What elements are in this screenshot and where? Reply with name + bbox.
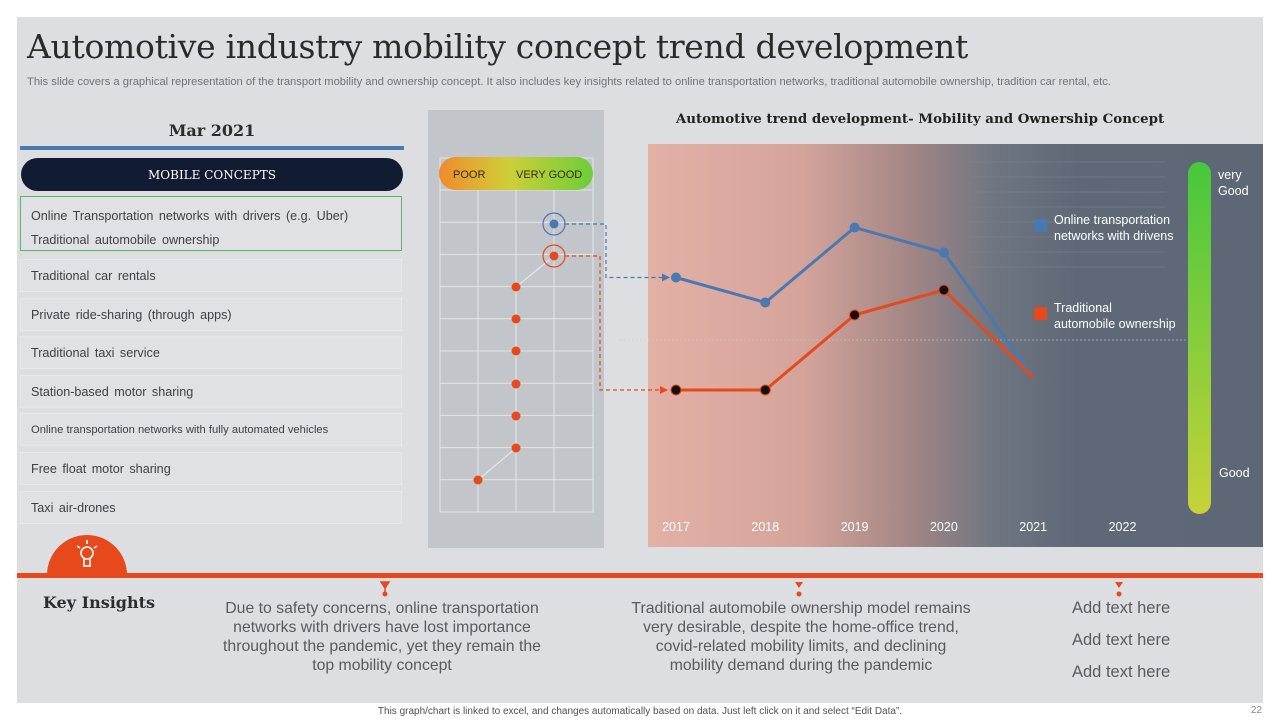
chart-panel: [648, 144, 1263, 547]
x-tick-2019: 2019: [841, 520, 869, 534]
rating-scale-bar: [439, 157, 593, 190]
scale-top-label: very Good: [1218, 168, 1249, 198]
x-tick-2022: 2022: [1109, 520, 1137, 534]
concepts-header: MOBILE CONCEPTS: [21, 158, 403, 191]
rating-mark-4: [511, 314, 521, 324]
x-axis-ticks: 2017 2018 2019 2020 2021 2022: [662, 520, 1136, 534]
legend-label-1-line-1: Online transportation: [1054, 213, 1170, 227]
chart-title: Automotive trend development- Mobility a…: [675, 111, 1165, 127]
add-text-1[interactable]: Add text here: [1072, 599, 1171, 617]
connector-blue: [565, 223, 666, 279]
connector-blue-arrow: [662, 273, 670, 282]
concept-item-4[interactable]: Private ride-sharing (through apps): [20, 298, 402, 331]
rating-mark-2: [549, 251, 559, 261]
chart-legend: Online transportation networks with drive…: [1034, 213, 1176, 331]
x-tick-2020: 2020: [930, 520, 958, 534]
x-tick-2021: 2021: [1019, 520, 1047, 534]
quality-gradient-bar: [1188, 162, 1211, 514]
legend-label-2-line-2: automobile ownership: [1054, 317, 1176, 331]
concept-item-7[interactable]: Online transportation networks with full…: [20, 413, 402, 446]
page-title: Automotive industry mobility concept tre…: [27, 27, 968, 66]
add-text-3[interactable]: Add text here: [1072, 663, 1171, 681]
series-2-point-2020: [938, 284, 950, 296]
lightbulb-icon: [76, 540, 98, 567]
series-line-1: [675, 225, 1035, 379]
date-header: Mar 2021: [168, 121, 256, 140]
insight-1: Due to safety concerns, online transport…: [223, 600, 541, 674]
concept-item-6[interactable]: Station-based motor sharing: [20, 375, 402, 408]
legend-label-1-line-2: networks with drivens: [1054, 229, 1174, 243]
series-2-point-2018: [759, 384, 771, 396]
key-insights-heading: Key Insights: [43, 593, 156, 612]
series-1-point-2017: [671, 272, 681, 283]
x-tick-2017: 2017: [662, 520, 690, 534]
connector-orange-arrow: [660, 386, 668, 394]
rating-path: [477, 255, 555, 481]
divider-bar: [17, 573, 1263, 578]
add-text-2[interactable]: Add text here: [1072, 631, 1171, 649]
concept-item-9[interactable]: Taxi air-drones: [20, 491, 402, 524]
rating-marks: [473, 212, 566, 485]
chart-gridlines: [620, 161, 1200, 341]
page-number: 22: [1250, 705, 1262, 716]
page-subtitle: This slide covers a graphical representa…: [27, 76, 1111, 88]
concept-item-1: Online Transportation networks with driv…: [31, 209, 349, 223]
concept-item-5[interactable]: Traditional taxi service: [20, 336, 402, 369]
legend-swatch-1: [1034, 219, 1047, 232]
legend-label-2-line-1: Traditional: [1054, 301, 1112, 315]
insight-markers: [379, 581, 1123, 597]
insight-2: Traditional automobile ownership model r…: [631, 600, 971, 674]
concept-item-2: Traditional automobile ownership: [31, 233, 220, 247]
slide: Automotive industry mobility concept tre…: [17, 17, 1263, 703]
concept-item-3[interactable]: Traditional car rentals: [20, 259, 402, 292]
highlighted-concepts[interactable]: Online Transportation networks with driv…: [20, 196, 402, 251]
rating-mark-8: [511, 443, 521, 453]
legend-label-2: Traditional automobile ownership: [1054, 301, 1176, 331]
rating-mark-7: [511, 411, 521, 421]
poor-label: POOR: [453, 169, 485, 181]
concept-item-8[interactable]: Free float motor sharing: [20, 452, 402, 485]
rating-scale-grid: [439, 157, 594, 513]
footer-note: This graph/chart is linked to excel, and…: [377, 706, 903, 717]
date-underline: [20, 146, 404, 150]
rating-mark-5: [511, 346, 521, 356]
series-1-point-2020: [938, 247, 949, 258]
series-2-point-2017: [670, 384, 682, 396]
rating-mark-9: [473, 475, 483, 485]
very-good-label: VERY GOOD: [516, 169, 582, 181]
x-tick-2018: 2018: [751, 520, 779, 534]
scale-top-label-line1: very: [1218, 168, 1242, 182]
series-1-point-2019: [849, 222, 860, 233]
rating-mark-1: [549, 219, 559, 229]
series-2-point-2019: [849, 309, 861, 321]
legend-label-1: Online transportation networks with drive…: [1054, 213, 1174, 243]
scale-bottom-label: Good: [1219, 466, 1250, 480]
legend-swatch-2: [1034, 307, 1047, 320]
connector-lines: [565, 223, 670, 394]
chart-series: [670, 222, 1035, 396]
rating-mark-3: [511, 282, 521, 292]
series-1-point-2018: [760, 297, 771, 308]
rating-mark-6: [511, 379, 521, 389]
connector-orange: [565, 255, 664, 391]
scale-top-label-line2: Good: [1218, 184, 1249, 198]
